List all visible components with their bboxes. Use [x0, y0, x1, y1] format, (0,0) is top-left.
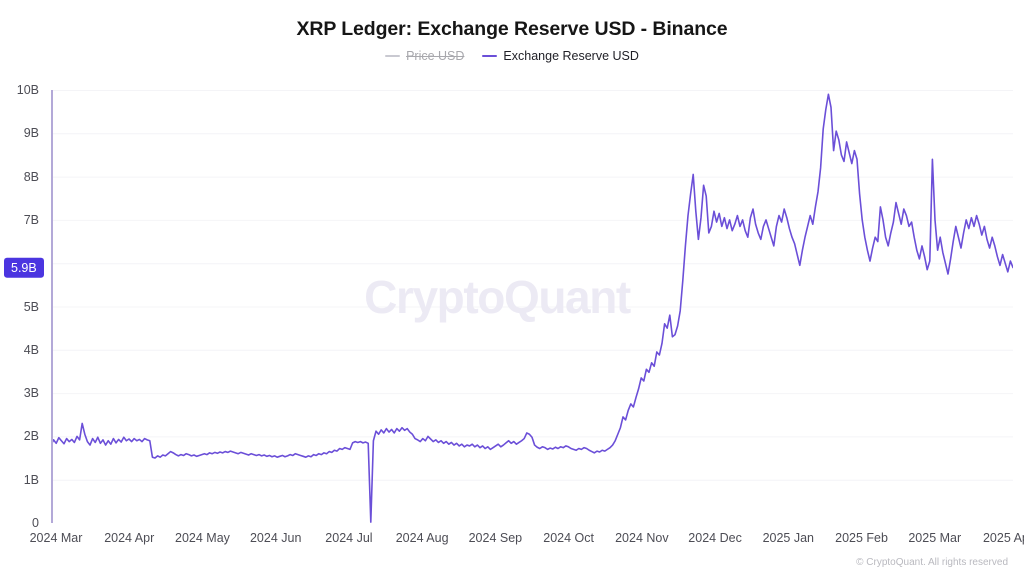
plot-area[interactable]: CryptoQuant: [51, 90, 1013, 523]
legend-label-exchange-reserve-usd: Exchange Reserve USD: [503, 49, 639, 63]
legend-swatch-price-usd-icon: [385, 55, 401, 58]
y-tick-label: 5B: [23, 299, 39, 314]
y-tick-label: 3B: [23, 386, 39, 401]
y-tick-label: 9B: [23, 126, 39, 141]
x-tick-label: 2024 Jun: [249, 531, 302, 545]
x-tick-label: 2025 Feb: [835, 531, 888, 545]
x-tick-label: 2024 Mar: [29, 531, 83, 545]
y-axis-labels: 0 1B 2B 3B 4B 5B 5.9B 7B 8B 9B 10B: [0, 0, 46, 576]
x-tick-label: 2024 Dec: [688, 531, 742, 545]
y-tick-label: 1B: [23, 472, 39, 487]
x-tick-label: 2024 Sep: [468, 531, 523, 545]
legend-item-price-usd[interactable]: Price USD: [385, 50, 464, 63]
current-value-badge: 5.9B: [4, 257, 44, 278]
copyright-note: © CryptoQuant. All rights reserved: [856, 557, 1008, 568]
y-tick-label: 7B: [23, 212, 39, 227]
y-axis-line: [51, 90, 53, 523]
x-tick-label: 2025 Jan: [762, 531, 815, 545]
legend-label-price-usd: Price USD: [406, 49, 465, 63]
series-line-1: [51, 93, 1013, 523]
plot-svg: [51, 90, 1013, 523]
chart-legend: Price USD Exchange Reserve USD: [0, 50, 1024, 63]
y-tick-label: 10B: [16, 83, 39, 97]
x-axis-labels: 2024 Mar 2024 Apr 2024 May 2024 Jun 2024 Jul…: [0, 531, 1024, 551]
legend-swatch-exchange-reserve-usd-icon: [482, 55, 498, 58]
x-tick-label: 2025 Mar: [908, 531, 962, 545]
y-tick-label: 4B: [23, 342, 39, 357]
y-tick-label: 0: [32, 516, 39, 530]
x-tick-label: 2024 Apr: [104, 531, 155, 545]
x-tick-label: 2024 Aug: [395, 531, 449, 545]
x-tick-label: 2024 Nov: [615, 531, 669, 545]
x-tick-label: 2024 Oct: [543, 531, 594, 545]
chart-title: XRP Ledger: Exchange Reserve USD - Binan…: [296, 18, 728, 40]
x-tick-label: 2025 Apr: [982, 531, 1024, 545]
y-tick-label: 8B: [23, 169, 39, 184]
x-tick-label: 2024 May: [175, 531, 230, 545]
legend-item-exchange-reserve-usd[interactable]: Exchange Reserve USD: [482, 49, 639, 63]
y-tick-label: 2B: [23, 429, 39, 444]
x-tick-label: 2024 Jul: [325, 531, 373, 545]
